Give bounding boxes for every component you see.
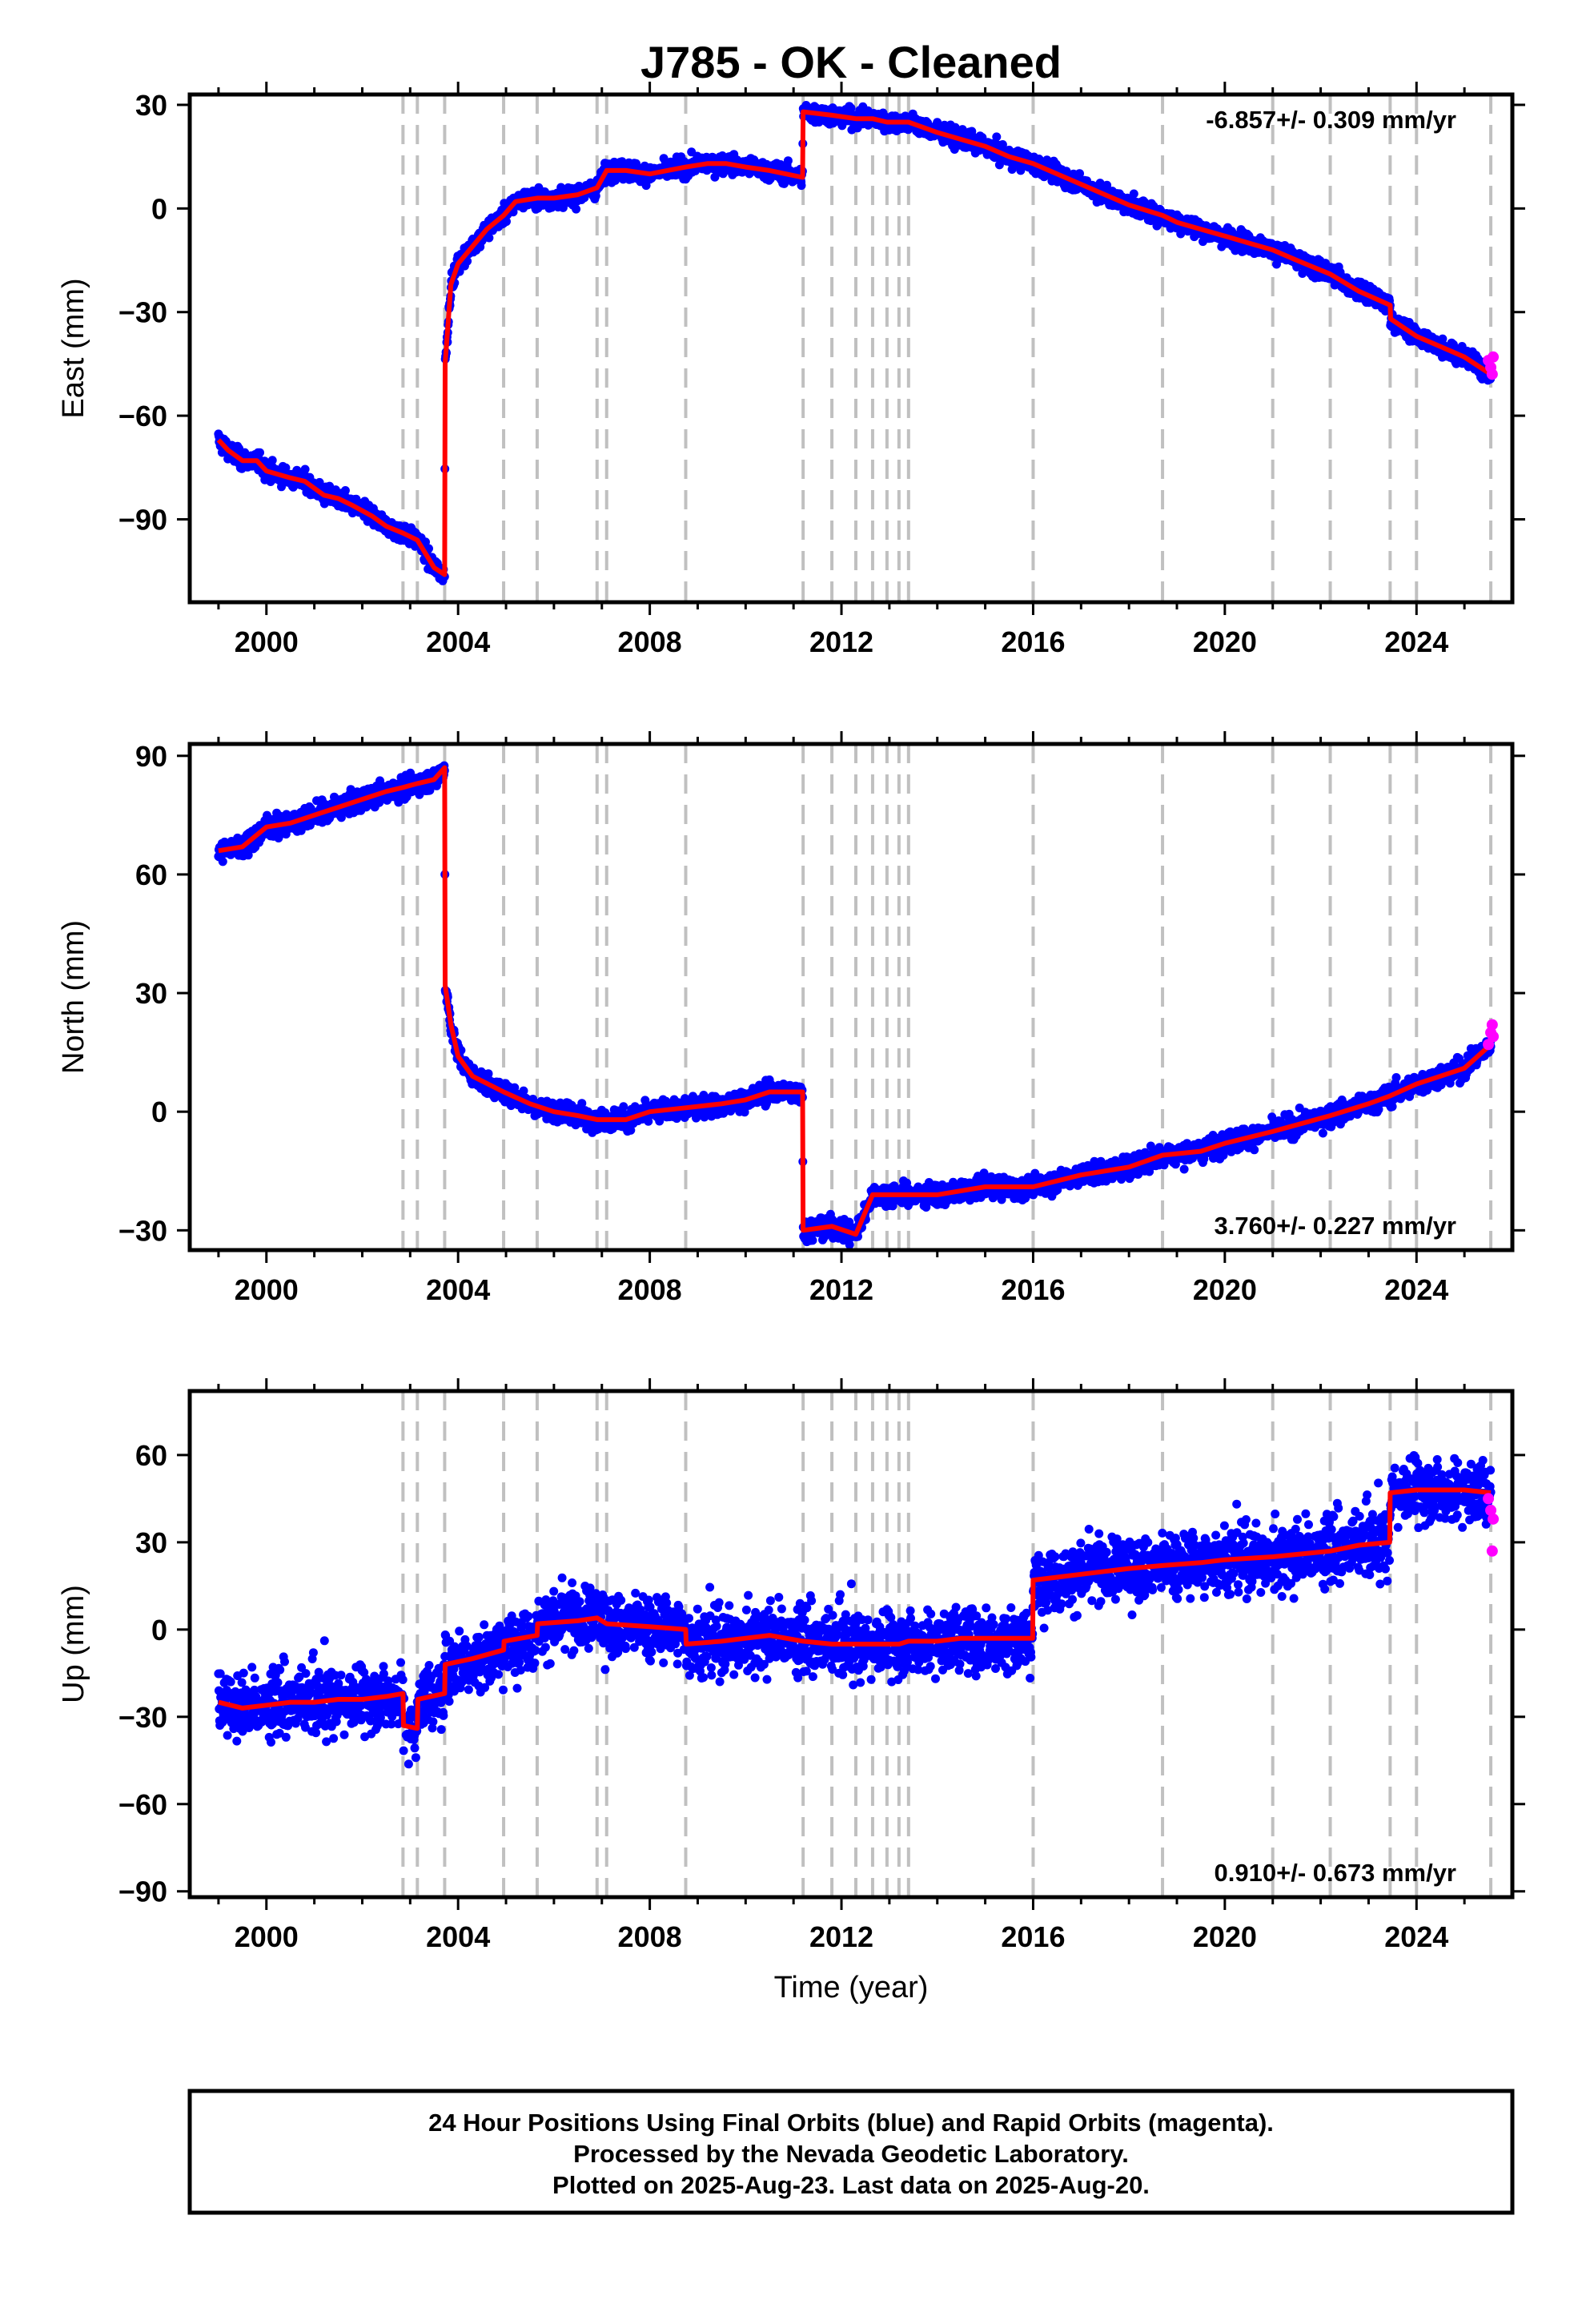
east-y-tick-label: 0 — [151, 192, 167, 225]
north-final-point — [619, 1102, 628, 1112]
east-final-point — [558, 203, 568, 212]
east-final-point — [797, 181, 806, 191]
east-y-tick-label: −60 — [118, 400, 167, 432]
east-x-tick-label: 2024 — [1384, 625, 1448, 658]
east-x-tick-label: 2008 — [618, 625, 682, 658]
east-frame — [187, 92, 1515, 605]
east-final-point — [484, 233, 494, 243]
east-final-point — [300, 464, 310, 474]
east-final-point — [933, 118, 942, 127]
east-model-line — [216, 109, 1492, 577]
east-y-axis-label: East (mm) — [57, 278, 90, 418]
east-y-tick-label: 30 — [135, 89, 167, 122]
north-final-point — [484, 1069, 493, 1079]
east-x-tick-label: 2004 — [426, 625, 490, 658]
east-final-point — [710, 172, 720, 182]
east-final-point — [1129, 189, 1138, 199]
east-final-point — [340, 486, 350, 495]
east-final-point — [315, 477, 324, 487]
north-plot-area — [214, 744, 1500, 1250]
east-final-point — [421, 537, 430, 547]
east-final-orbit-points — [214, 101, 1496, 585]
east-final-point — [783, 156, 793, 166]
east-y-tick-label: −90 — [118, 503, 167, 536]
east-rate-label: -6.857+/- 0.309 mm/yr — [1206, 106, 1456, 134]
east-panel: 2000 2004 2008 2012 2016 2020 2024 −90 −60 −30 0 30… — [57, 82, 1525, 658]
north-final-point — [577, 1099, 587, 1108]
north-final-point — [519, 1086, 528, 1096]
north-final-point — [218, 857, 227, 866]
east-final-point — [255, 448, 264, 457]
east-final-point — [992, 132, 1002, 142]
east-plot-area — [214, 94, 1500, 602]
plot-title: J785 - OK - Cleaned — [640, 37, 1062, 87]
north-final-point — [406, 768, 416, 778]
east-final-point — [572, 204, 581, 214]
east-final-point — [846, 103, 856, 113]
east-rapid-orbit-point-3 — [1488, 351, 1500, 363]
east-final-point — [502, 217, 511, 227]
east-y-tick-label: −30 — [118, 296, 167, 329]
east-x-tick-label: 2020 — [1193, 625, 1257, 658]
east-final-point — [1102, 180, 1112, 190]
east-x-tick-label: 2012 — [809, 625, 873, 658]
east-rapid-orbit-point-2 — [1486, 368, 1498, 380]
east-final-point — [281, 463, 291, 472]
east-final-point — [267, 456, 277, 465]
north-panel: 2000 2004 2008 2012 2016 2020 2024−300306090No… — [57, 731, 1525, 1306]
east-x-tick-label: 2016 — [1001, 625, 1065, 658]
east-x-tick-label: 2000 — [235, 625, 299, 658]
